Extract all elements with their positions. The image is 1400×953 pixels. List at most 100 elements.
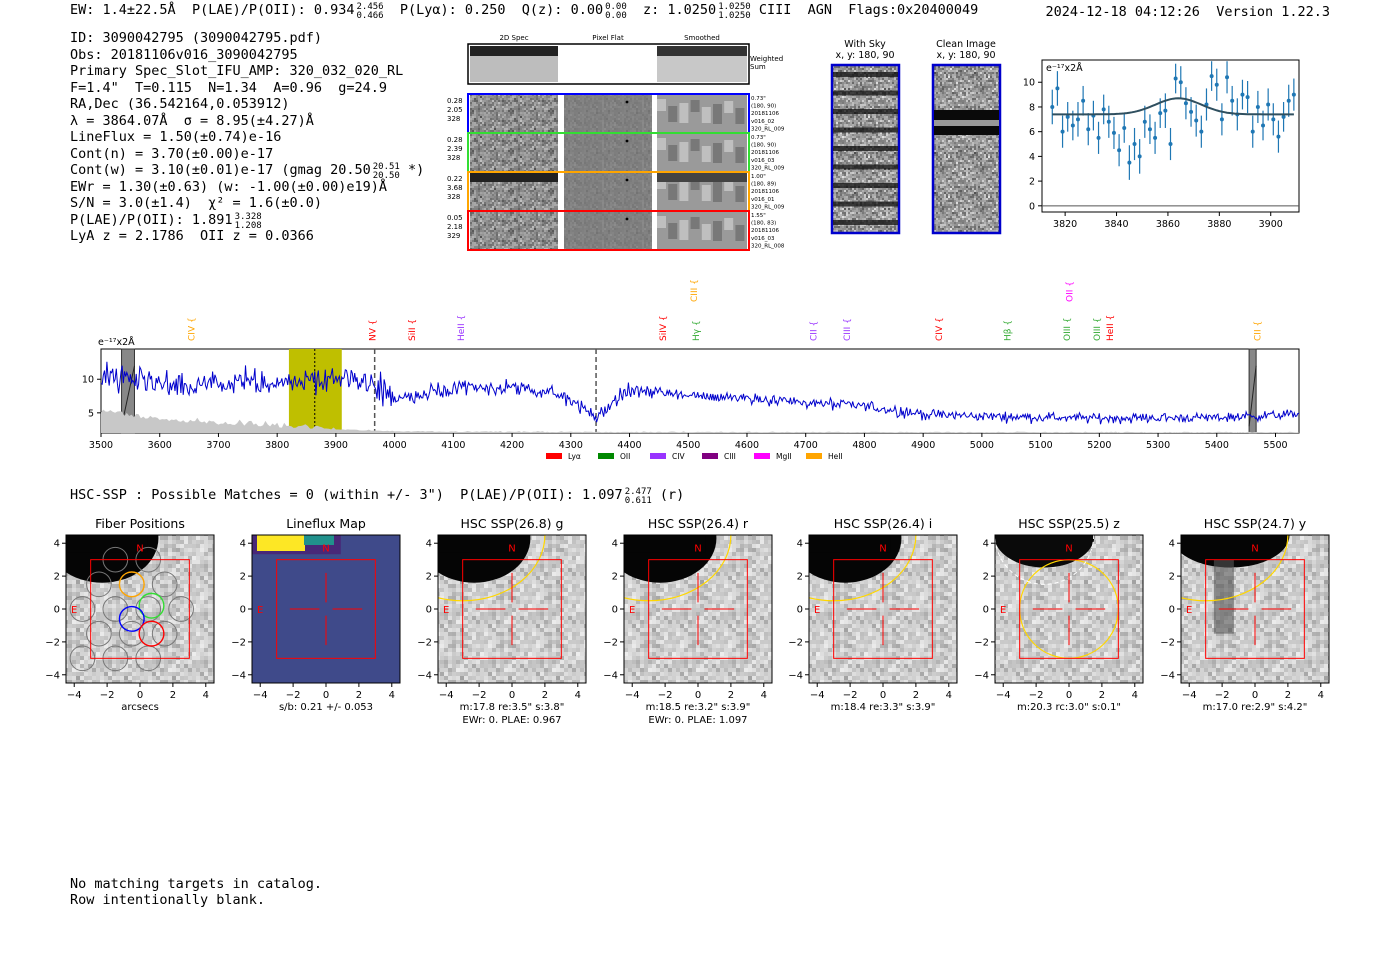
ws-2d-light [470, 56, 558, 82]
smooth-blob [679, 181, 689, 201]
line-label-group: NV { [368, 320, 378, 341]
y-tick-label: −4 [603, 670, 618, 681]
row-left-stat: 2.18 [447, 223, 463, 231]
north-label: N [322, 543, 329, 554]
y-tick-label: 0 [426, 605, 432, 616]
ws-smooth-dark [657, 46, 747, 56]
hsc-header: HSC-SSP : Possible Matches = 0 (within +… [70, 487, 684, 506]
line-label-group: Hβ { [1004, 320, 1014, 341]
smooth-blob [668, 106, 678, 122]
footer-line-1: No matching targets in catalog. [70, 876, 322, 892]
pixel-flat-cutout [564, 173, 652, 210]
line-label: OII { [1065, 281, 1075, 302]
x-tick-label: 2 [356, 690, 362, 701]
data-point [1271, 117, 1276, 122]
north-label: N [1251, 543, 1258, 554]
x-tick-label: −2 [1029, 690, 1044, 701]
row-right-stat: (180, 89) [751, 182, 776, 188]
data-point [1173, 76, 1178, 81]
data-point [1168, 142, 1173, 147]
data-point [1214, 82, 1219, 87]
panel-image: NE [438, 535, 586, 683]
fiber-used [138, 592, 165, 619]
smooth-blob [724, 218, 734, 230]
sky-area [101, 409, 1299, 433]
line-label: HeII { [1106, 315, 1116, 341]
line-label-group: SiIV { [659, 315, 669, 341]
row-left-stat: 2.05 [447, 106, 463, 114]
data-point [1255, 104, 1260, 109]
row-left-stat: 328 [447, 193, 460, 201]
data-point [1065, 114, 1070, 119]
flux-teal [304, 535, 334, 545]
line-label-group: CIII { [843, 318, 853, 341]
info-contw: Cont(w) = 3.10(±0.01)e-17 (gmag 20.50 20.… [70, 162, 424, 181]
clean-image [931, 63, 1002, 235]
x-tick-label: 5200 [1087, 440, 1111, 451]
line-label-group: OIII { [1093, 317, 1103, 341]
smooth-blob [690, 139, 700, 151]
north-label: N [136, 543, 143, 554]
with-sky-title: With Sky [844, 39, 886, 50]
line-label: CII { [1253, 321, 1263, 341]
panel-title: Fiber Positions [95, 516, 185, 531]
x-tick-label: −4 [253, 690, 268, 701]
z-lo: 1.0250 [718, 11, 751, 21]
sky-line [833, 183, 898, 188]
y-tick-label: −2 [974, 637, 989, 648]
smooth-blob [735, 108, 745, 124]
smooth-blob [713, 104, 722, 124]
flux-background [252, 535, 400, 683]
data-point [1225, 75, 1230, 80]
x-tick-label: 3800 [265, 440, 289, 451]
y-tick-label: 0 [54, 605, 60, 616]
legend-swatch [806, 453, 822, 459]
info-lambda: λ = 3864.07Å σ = 8.95(±4.27)Å [70, 112, 314, 129]
y-tick-label: −2 [1160, 637, 1175, 648]
legend-label: HeII [828, 452, 843, 461]
y-tick-label: 4 [240, 539, 246, 550]
data-point [1240, 92, 1245, 97]
x-tick-label: 0 [509, 690, 515, 701]
x-tick-label: 4 [946, 690, 952, 701]
line-label-group: CIV { [935, 317, 945, 341]
panel-image: NE [995, 535, 1143, 683]
ew-value: EW: 1.4±22.5Å [70, 2, 176, 18]
dark-band-s [657, 173, 747, 182]
x-tick-label: 4 [203, 690, 209, 701]
data-point [1137, 154, 1142, 159]
smooth-blob [657, 99, 666, 111]
data-point [1194, 118, 1199, 123]
row-right-stat: v016_03 [751, 158, 775, 164]
line-label-group: OIII { [1063, 317, 1073, 341]
east-label: E [629, 605, 635, 616]
line-label-group: HeII { [1106, 315, 1116, 341]
footer-line-2: Row intentionally blank. [70, 891, 266, 908]
search-box [90, 559, 190, 659]
row-right-stat: (180, 90) [751, 143, 776, 149]
x-tick-label: 3900 [1259, 219, 1283, 230]
row-left-stat: 328 [447, 115, 460, 123]
row-right-stat: 320_RL_009 [751, 165, 785, 171]
y-tick-label: 2 [1169, 572, 1175, 583]
smooth-blob [701, 146, 711, 162]
info-fit: F=1.4" T=0.115 N=1.34 A=0.96 g=24.9 [70, 79, 387, 96]
x-tick-label: 4300 [559, 440, 583, 451]
search-box [833, 559, 933, 659]
smooth-blob [735, 147, 745, 163]
x-tick-label: 5500 [1263, 440, 1287, 451]
panel-caption: m:17.8 re:3.5" s:3.8" [460, 702, 565, 713]
search-box [462, 559, 562, 659]
row-left-stat: 329 [447, 232, 460, 240]
east-label: E [1000, 605, 1006, 616]
row-right-stat: v016_01 [751, 197, 775, 203]
y-tick-label: 4 [797, 539, 803, 550]
east-label: E [443, 605, 449, 616]
line-fit-chart: 3820 3840 3860 3880 3900 0 2 4 6 8 10 e⁻¹⁷x2Å [1023, 59, 1300, 230]
flat-dot [625, 217, 629, 221]
data-point [1261, 123, 1266, 128]
pixel-flat-cutout [564, 212, 652, 249]
x-tick-label: −2 [658, 690, 673, 701]
